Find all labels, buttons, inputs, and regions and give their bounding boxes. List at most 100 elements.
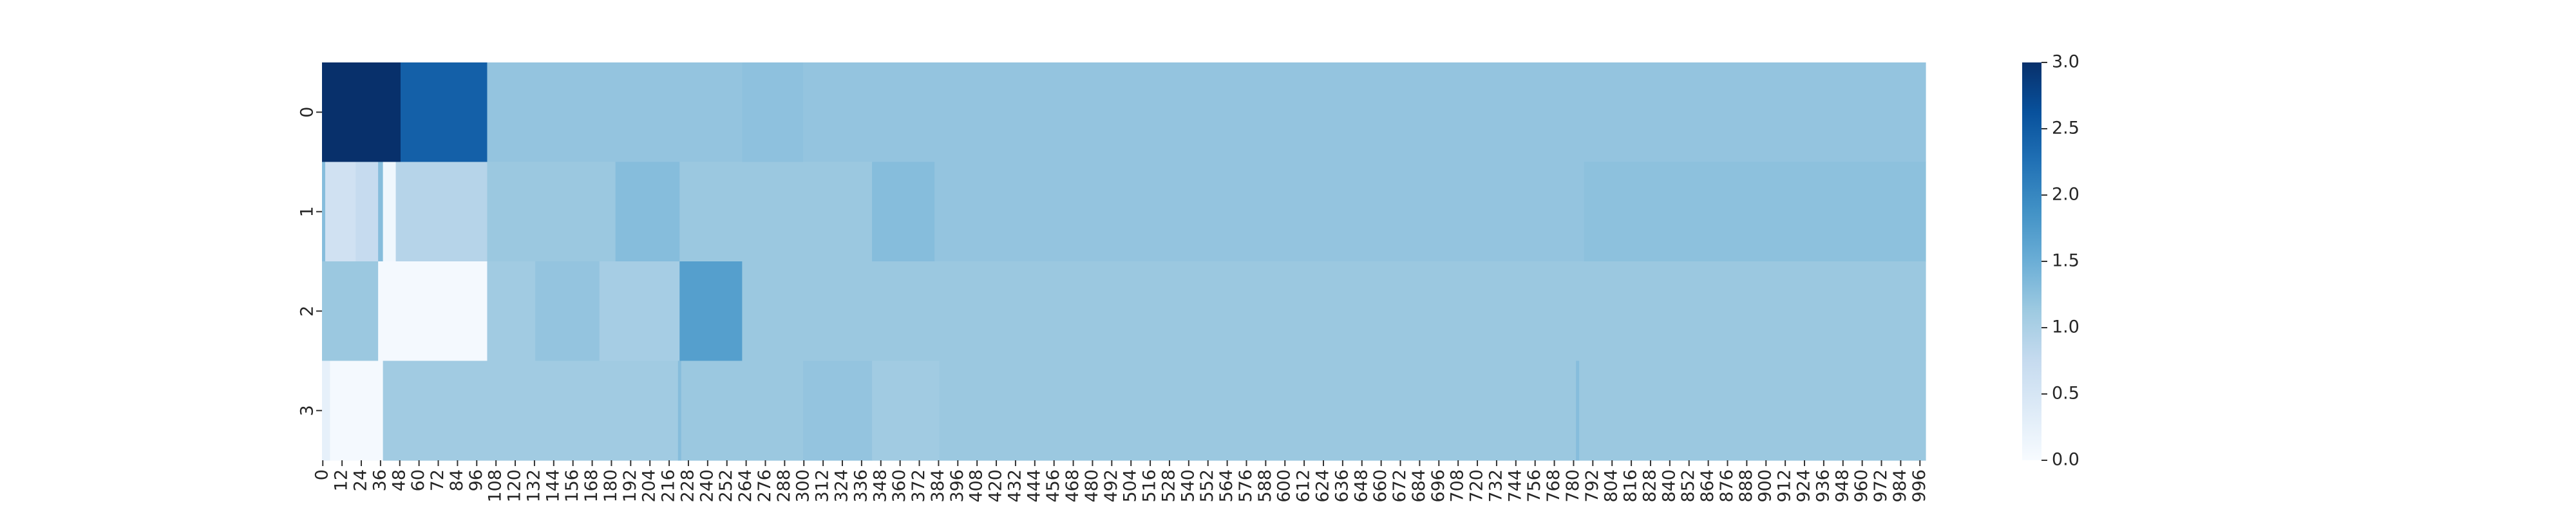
x-tick-label: 828 (1640, 469, 1660, 503)
heatmap-cell (487, 261, 536, 362)
x-tick-label: 420 (986, 469, 1006, 503)
x-tick-label: 900 (1756, 469, 1776, 503)
x-tick-label: 240 (697, 469, 717, 503)
x-tick-label: 324 (832, 469, 852, 503)
y-tick-label: 2 (298, 306, 317, 317)
y-tick-label: 0 (298, 107, 317, 118)
x-tick-label: 156 (562, 469, 582, 503)
x-tick-label: 720 (1467, 469, 1487, 503)
colorbar-tick-label: 1.0 (2052, 317, 2079, 337)
x-tick-label: 876 (1717, 469, 1737, 503)
x-tick-label: 684 (1409, 469, 1429, 503)
x-tick-label: 504 (1121, 469, 1141, 503)
x-tick-label: 852 (1678, 469, 1698, 503)
heatmap-cell (803, 360, 873, 461)
x-tick-label: 264 (735, 469, 755, 503)
x-tick-label: 336 (851, 469, 871, 503)
heatmap-cell (378, 261, 488, 362)
x-tick-label: 120 (505, 469, 525, 503)
x-tick-label: 924 (1794, 469, 1814, 503)
heatmap-cell (355, 162, 379, 262)
x-tick-label: 792 (1582, 469, 1602, 503)
x-tick-label: 612 (1294, 469, 1314, 503)
x-tick-label: 744 (1505, 469, 1525, 503)
x-tick-label: 936 (1813, 469, 1833, 503)
x-tick-label: 396 (947, 469, 967, 503)
heatmap-cell (395, 162, 488, 262)
x-tick-label: 96 (466, 469, 486, 491)
heatmap-cell (1579, 360, 1926, 461)
heatmap-cell (401, 62, 488, 163)
x-tick-label: 36 (370, 469, 390, 491)
x-tick-label: 708 (1448, 469, 1468, 503)
x-tick-label: 516 (1140, 469, 1160, 503)
heatmap-cell (378, 162, 384, 262)
x-tick-label: 672 (1390, 469, 1410, 503)
heatmap-cell (330, 360, 384, 461)
colorbar-tick-label: 0.0 (2052, 450, 2079, 470)
x-tick-label: 228 (677, 469, 697, 503)
heatmap-cell (803, 62, 1926, 163)
x-tick-label: 564 (1217, 469, 1236, 503)
x-tick-label: 468 (1063, 469, 1083, 503)
x-tick-label: 780 (1563, 469, 1583, 503)
x-axis-ticks: 0122436486072849610812013214415616818019… (312, 460, 1929, 503)
x-tick-label: 804 (1602, 469, 1622, 503)
x-tick-label: 600 (1274, 469, 1294, 503)
x-tick-label: 624 (1313, 469, 1333, 503)
x-tick-label: 528 (1159, 469, 1179, 503)
x-tick-label: 408 (967, 469, 987, 503)
x-tick-label: 312 (813, 469, 833, 503)
x-tick-label: 48 (389, 469, 409, 491)
x-tick-label: 912 (1775, 469, 1795, 503)
x-tick-label: 252 (716, 469, 736, 503)
x-tick-label: 24 (351, 469, 371, 491)
x-tick-label: 636 (1332, 469, 1352, 503)
x-tick-label: 768 (1544, 469, 1564, 503)
x-tick-label: 132 (524, 469, 544, 503)
heatmap-cell (322, 261, 379, 362)
x-tick-label: 216 (659, 469, 679, 503)
colorbar-ticks: 0.0 0.5 1.0 1.5 2.0 2.5 3.0 (2041, 52, 2079, 470)
x-tick-label: 840 (1659, 469, 1679, 503)
heatmap-cell (383, 360, 679, 461)
x-tick-label: 0 (312, 469, 332, 480)
x-tick-label: 276 (755, 469, 775, 503)
heatmap-cell (383, 162, 397, 262)
heatmap-cell (679, 162, 873, 262)
x-tick-label: 192 (620, 469, 640, 503)
x-tick-label: 144 (543, 469, 563, 503)
x-tick-label: 60 (408, 469, 428, 491)
x-tick-label: 696 (1428, 469, 1448, 503)
heatmap-cell (677, 360, 682, 461)
heatmap-cell (487, 162, 616, 262)
heatmap-cell (615, 162, 680, 262)
x-tick-label: 348 (870, 469, 890, 503)
x-tick-label: 360 (889, 469, 909, 503)
colorbar-tick-label: 0.5 (2052, 384, 2079, 404)
colorbar-tick-label: 3.0 (2052, 52, 2079, 72)
x-tick-label: 540 (1178, 469, 1198, 503)
heatmap-cell (599, 261, 680, 362)
x-tick-label: 180 (601, 469, 621, 503)
y-axis-ticks: 0 1 2 3 (298, 107, 322, 416)
x-tick-label: 384 (928, 469, 948, 503)
heatmap-cell (487, 62, 743, 163)
heatmap-cell (322, 162, 326, 262)
x-tick-label: 588 (1255, 469, 1275, 503)
x-tick-label: 12 (332, 469, 352, 491)
heatmap-cell (742, 261, 1926, 362)
x-tick-label: 492 (1101, 469, 1121, 503)
x-tick-label: 660 (1370, 469, 1390, 503)
x-tick-label: 948 (1832, 469, 1852, 503)
colorbar-tick-label: 2.0 (2052, 185, 2079, 205)
y-tick-label: 1 (298, 206, 317, 217)
heatmap-cell (681, 360, 804, 461)
x-tick-label: 288 (774, 469, 794, 503)
x-tick-label: 84 (447, 469, 467, 491)
colorbar (2022, 62, 2041, 460)
y-tick-label: 3 (298, 405, 317, 416)
x-tick-label: 72 (428, 469, 448, 491)
x-tick-label: 816 (1621, 469, 1641, 503)
